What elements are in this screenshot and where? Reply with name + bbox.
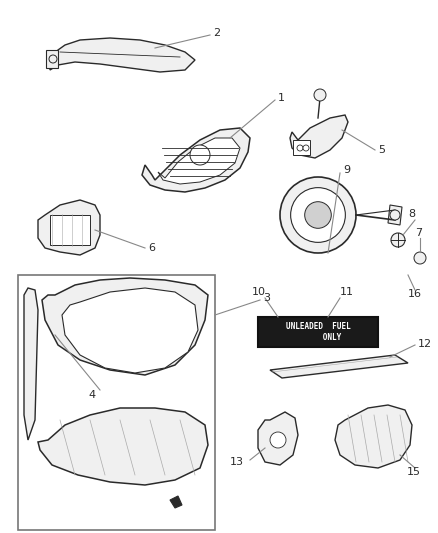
Polygon shape (62, 288, 198, 373)
Bar (258, 317, 378, 347)
Polygon shape (335, 405, 412, 468)
Text: 12: 12 (418, 339, 432, 349)
Polygon shape (142, 128, 250, 192)
Text: UNLEADED  FUEL
      ONLY: UNLEADED FUEL ONLY (286, 322, 350, 342)
Circle shape (291, 188, 345, 243)
Text: 6: 6 (148, 243, 155, 253)
Circle shape (391, 233, 405, 247)
Text: 15: 15 (407, 467, 421, 477)
Bar (18, 275, 215, 530)
Circle shape (314, 89, 326, 101)
Polygon shape (293, 140, 310, 155)
Text: 9: 9 (343, 165, 350, 175)
Polygon shape (290, 115, 348, 158)
Text: 5: 5 (378, 145, 385, 155)
Text: 16: 16 (408, 289, 422, 299)
Text: 4: 4 (88, 390, 95, 400)
Polygon shape (50, 215, 90, 245)
Polygon shape (270, 355, 408, 378)
Text: 1: 1 (278, 93, 285, 103)
Text: 8: 8 (408, 209, 415, 219)
Circle shape (190, 145, 210, 165)
Polygon shape (170, 496, 182, 508)
Circle shape (270, 432, 286, 448)
Polygon shape (38, 200, 100, 255)
Polygon shape (42, 278, 208, 375)
Polygon shape (38, 408, 208, 485)
Polygon shape (388, 205, 402, 225)
Polygon shape (50, 38, 195, 72)
Text: 7: 7 (415, 228, 422, 238)
Polygon shape (258, 412, 298, 465)
Circle shape (390, 210, 400, 220)
Polygon shape (46, 50, 58, 68)
Text: 3: 3 (263, 293, 270, 303)
Circle shape (297, 145, 303, 151)
Circle shape (303, 145, 309, 151)
Text: 11: 11 (340, 287, 354, 297)
Text: 10: 10 (252, 287, 266, 297)
Polygon shape (158, 138, 240, 184)
Text: 2: 2 (213, 28, 220, 38)
Circle shape (280, 177, 356, 253)
Polygon shape (24, 288, 38, 440)
Circle shape (49, 55, 57, 63)
Circle shape (305, 201, 331, 228)
Circle shape (414, 252, 426, 264)
Text: 13: 13 (230, 457, 244, 467)
